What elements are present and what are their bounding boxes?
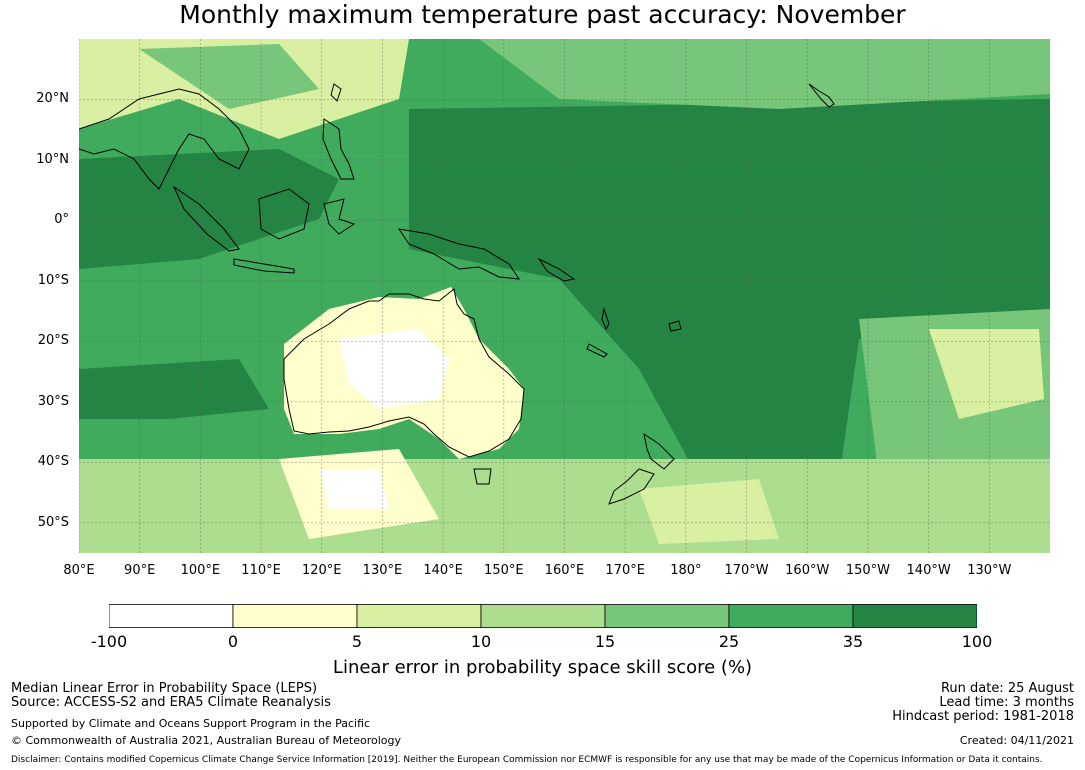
longitude-label: 160°E [544, 563, 585, 578]
solomon-islands-coastline [537, 257, 576, 282]
footer-hindcast-period: Hindcast period: 1981-2018 [892, 709, 1074, 724]
colorbar-tick-label: 5 [351, 632, 363, 651]
colorbar-swatch [852, 604, 978, 628]
colorbar-swatch [728, 604, 854, 628]
latitude-label: 10°N [36, 151, 69, 167]
java-coastline [233, 258, 295, 274]
australia-coastline [283, 288, 525, 458]
latitude-label: 30°S [37, 393, 69, 409]
hawaii-coastline [808, 83, 835, 108]
new-guinea-coastline [397, 228, 521, 280]
colorbar [108, 604, 978, 628]
colorbar-tick-label: 10 [470, 632, 492, 651]
colorbar-tick-label: 35 [842, 632, 864, 651]
longitude-label: 140°E [423, 563, 463, 578]
latitude-label: 10°S [37, 272, 69, 288]
footer-created: Created: 04/11/2021 [959, 734, 1074, 747]
footer-disclaimer: Disclaimer: Contains modified Copernicus… [11, 755, 1043, 765]
latitude-label: 20°N [36, 91, 69, 107]
new-zealand-south-coastline [608, 468, 655, 505]
longitude-label: 170°E [605, 563, 645, 578]
skill-score-map [79, 39, 1050, 553]
taiwan-coastline [330, 83, 342, 102]
latitude-label: 50°S [37, 514, 69, 530]
footer-source: Source: ACCESS-S2 and ERA5 Climate Reana… [11, 695, 331, 710]
colorbar-tick-label: 0 [227, 632, 239, 651]
high-skill-southern-indian-region [79, 359, 269, 419]
footer-lead-time: Lead time: 3 months [939, 695, 1074, 710]
colorbar-label: Linear error in probability space skill … [332, 657, 753, 678]
longitude-label: 130°E [362, 563, 403, 578]
latitude-label: 0° [54, 212, 69, 228]
new-zealand-north-coastline [643, 432, 675, 470]
moderate-asia-patch [139, 44, 319, 109]
colorbar-swatches [108, 604, 978, 628]
colorbar-swatch [108, 604, 234, 628]
moderate-north-pacific-region [479, 39, 1050, 109]
colorbar-tick-label: -100 [90, 632, 128, 651]
colorbar-tick-label: 25 [718, 632, 740, 651]
footer-leps: Median Linear Error in Probability Space… [11, 681, 318, 696]
longitude-label: 110°E [241, 563, 281, 578]
longitude-label: 100°E [180, 563, 221, 578]
coastlines [79, 83, 835, 505]
longitude-label: 170°W [724, 563, 769, 578]
map-title: Monthly maximum temperature past accurac… [179, 0, 906, 29]
high-skill-indian-ocean-region [79, 149, 339, 269]
map-canvas [79, 39, 1050, 553]
colorbar-swatch [480, 604, 606, 628]
new-caledonia-coastline [586, 343, 608, 358]
longitude-label: 130°W [967, 563, 1012, 578]
vanuatu-coastline [601, 307, 610, 331]
high-skill-pacific-region [409, 99, 1050, 479]
fiji-coastline [668, 320, 682, 332]
low-southeast-region [929, 329, 1044, 419]
colorbar-swatch [356, 604, 482, 628]
philippines-coastline [322, 118, 355, 180]
longitude-label: 140°W [906, 563, 951, 578]
latitude-label: 20°S [37, 333, 69, 349]
longitude-label: 80°E [63, 563, 95, 578]
footer-support: Supported by Climate and Oceans Support … [11, 717, 371, 730]
longitude-label: 160°W [785, 563, 830, 578]
colorbar-swatch [232, 604, 358, 628]
colorbar-swatch [604, 604, 730, 628]
latitude-label: 40°S [37, 454, 69, 470]
sulawesi-coastline [323, 198, 356, 235]
graticule [79, 39, 1050, 553]
tasmania-coastline [473, 468, 492, 485]
low-southern-ocean-patch-east [639, 479, 779, 544]
longitude-label: 120°E [301, 563, 342, 578]
longitude-label: 150°E [484, 563, 524, 578]
footer-run-date: Run date: 25 August [940, 681, 1074, 696]
footer-copyright: © Commonwealth of Australia 2021, Austra… [11, 734, 401, 747]
borneo-coastline [258, 188, 310, 240]
longitude-label: 150°W [845, 563, 891, 578]
sumatra-coastline [172, 185, 240, 252]
nil-skill-patch-south [319, 469, 389, 509]
skill-regions [79, 39, 1050, 553]
colorbar-tick-label: 15 [594, 632, 616, 651]
australia-nil-skill-core [339, 329, 449, 409]
longitude-label: 180° [670, 563, 702, 578]
moderate-southern-ocean-region [79, 459, 1050, 553]
longitude-label: 90°E [124, 563, 156, 578]
colorbar-tick-label: 100 [961, 632, 993, 651]
asia-mainland-coastline [79, 88, 250, 190]
